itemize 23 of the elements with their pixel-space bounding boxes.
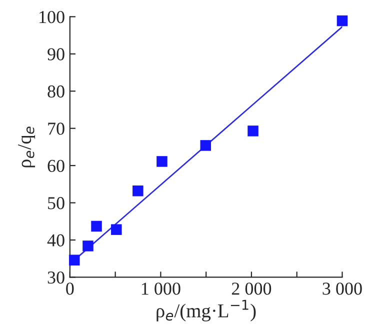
- y-tick-label: 60: [48, 160, 64, 172]
- point: [91, 220, 102, 232]
- y-tick-label: 50: [48, 197, 64, 210]
- point: [82, 240, 94, 252]
- y-axis-title: ρ$_{e}$/q$_{e}$: [18, 126, 36, 168]
- point: [336, 15, 348, 26]
- point: [132, 185, 144, 196]
- y-tick-label: 80: [48, 85, 64, 98]
- x-tick-label: 0: [66, 282, 74, 295]
- point: [68, 254, 80, 266]
- point: [248, 126, 258, 136]
- y-tick-label: 100: [40, 10, 64, 24]
- x-tick-label: 3 000: [322, 282, 362, 295]
- x-tick-label: 1 000: [142, 282, 180, 295]
- point: [200, 140, 212, 151]
- y-tick-label: 90: [48, 48, 64, 60]
- x-tick-label: 2 000: [232, 282, 272, 295]
- x-axis-title: ρ$_{e}$/(mg·L$^{−1}$): [156, 300, 256, 322]
- y-tick-label: 40: [47, 234, 64, 246]
- y-tick-label: 30: [48, 271, 64, 284]
- y-tick-label: 70: [48, 122, 64, 135]
- point: [111, 224, 122, 235]
- point: [156, 156, 168, 167]
